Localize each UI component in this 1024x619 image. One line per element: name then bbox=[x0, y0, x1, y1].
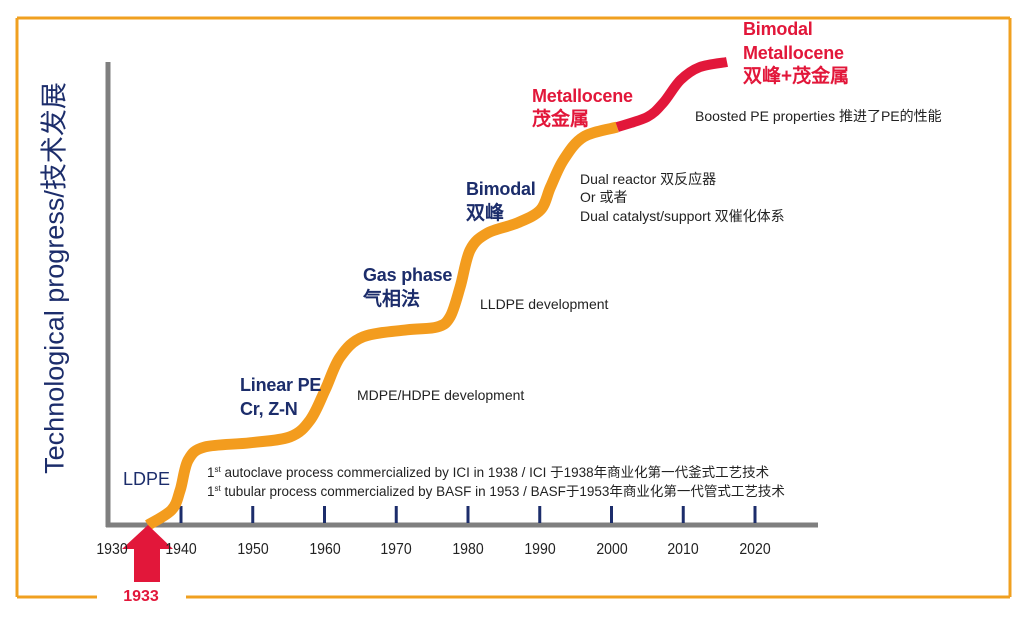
ldpe-note-2: 1st tubular process commercialized by BA… bbox=[207, 485, 785, 499]
annotation-bimodal-metallocene-2: Metallocene bbox=[743, 43, 844, 63]
year-marker-arrow-icon bbox=[122, 525, 173, 582]
ldpe-note-1: 1st autoclave process commercialized by … bbox=[207, 466, 769, 480]
x-tick-label: 1950 bbox=[237, 541, 269, 558]
x-tick-label: 1930 bbox=[96, 541, 128, 558]
x-tick-label: 1940 bbox=[165, 541, 197, 558]
note-text: autoclave process commercialized by ICI … bbox=[220, 465, 770, 480]
y-axis-title: Technological progress/技术发展 bbox=[39, 82, 70, 474]
series-line-conventional bbox=[145, 121, 619, 530]
annotation-metallocene-cn: 茂金属 bbox=[532, 109, 590, 130]
x-tick-label: 2000 bbox=[595, 541, 628, 558]
x-tick-label: 2010 bbox=[667, 541, 699, 558]
ordinal-suffix: st bbox=[214, 465, 221, 474]
bimodal-note-2: Or 或者 bbox=[580, 189, 628, 205]
series-line-metallocene bbox=[615, 57, 728, 132]
x-tick-label: 1990 bbox=[524, 541, 556, 558]
bimodal-note-3: Dual catalyst/support 双催化体系 bbox=[580, 208, 785, 224]
x-tick-label: 1970 bbox=[380, 541, 412, 558]
annotation-gas-phase-cn: 气相法 bbox=[363, 289, 421, 310]
bimodal-note-1: Dual reactor 双反应器 bbox=[580, 171, 717, 187]
annotation-ldpe: LDPE bbox=[123, 469, 171, 489]
annotation-linear-pe-catalyst: Cr, Z-N bbox=[240, 399, 298, 419]
ordinal-suffix: st bbox=[214, 484, 221, 493]
year-marker-label: 1933 bbox=[123, 588, 159, 605]
ordinal-number: 1 bbox=[207, 465, 215, 480]
annotation-linear-pe: Linear PE bbox=[240, 375, 322, 395]
x-tick-label: 1980 bbox=[452, 541, 484, 558]
note-text: tubular process commercialized by BASF i… bbox=[220, 484, 785, 499]
annotation-bimodal: Bimodal bbox=[466, 179, 536, 199]
x-tick-label: 1960 bbox=[308, 541, 341, 558]
annotation-bimodal-cn: 双峰 bbox=[466, 203, 505, 224]
frame bbox=[15, 16, 1012, 599]
annotation-mdpe-hdpe: MDPE/HDPE development bbox=[357, 387, 525, 403]
annotation-gas-phase: Gas phase bbox=[363, 265, 453, 285]
ordinal-number: 1 bbox=[207, 484, 215, 499]
annotation-bimodal-metallocene-cn: 双峰+茂金属 bbox=[743, 66, 850, 87]
annotation-metallocene: Metallocene bbox=[532, 86, 633, 106]
x-ticks bbox=[179, 506, 757, 523]
x-tick-label: 2020 bbox=[739, 541, 771, 558]
annotation-boosted-pe: Boosted PE properties 推进了PE的性能 bbox=[695, 108, 942, 124]
series-lines bbox=[145, 57, 728, 530]
annotation-lldpe: LLDPE development bbox=[480, 296, 609, 312]
annotation-bimodal-metallocene-1: Bimodal bbox=[743, 19, 813, 39]
